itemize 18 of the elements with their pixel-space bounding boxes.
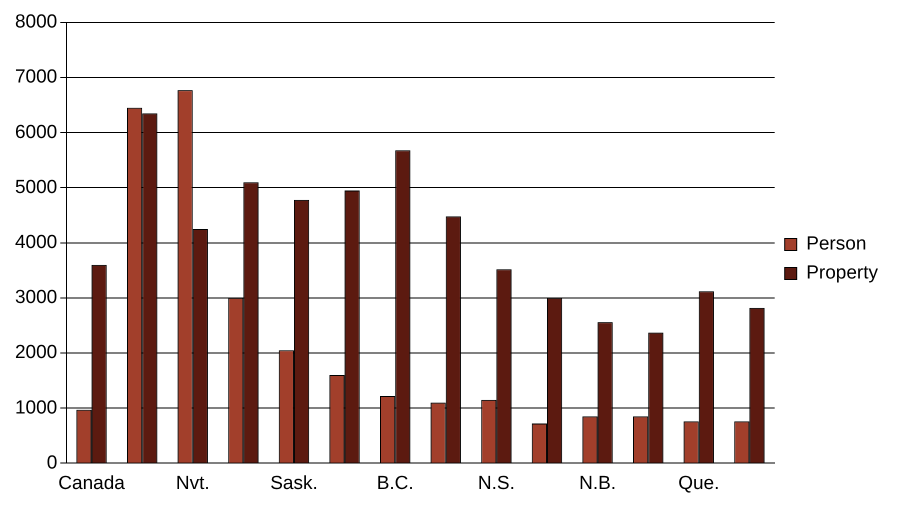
y-tick-label: 3000: [14, 287, 58, 308]
y-tick-label: 2000: [14, 342, 58, 364]
x-tick-label: B.C.: [376, 472, 414, 494]
y-tick-label: 1000: [14, 397, 58, 418]
legend-label: Person: [806, 234, 866, 255]
y-tick-label: 5000: [14, 176, 58, 198]
legend-label: Property: [806, 262, 878, 284]
y-tick-label: 6000: [14, 122, 58, 143]
y-tick-label: 8000: [14, 12, 58, 33]
x-tick-label: Canada: [58, 472, 126, 494]
y-tick-label: 4000: [14, 232, 58, 254]
x-tick-label: N.B.: [579, 472, 616, 494]
y-tick-label: 7000: [14, 66, 58, 88]
x-tick-label: Sask.: [270, 472, 318, 494]
x-tick-label: N.S.: [478, 472, 515, 494]
y-tick-label: 0: [46, 452, 58, 474]
x-tick-label: Nvt.: [176, 472, 210, 494]
x-tick-label: Que.: [678, 472, 720, 494]
